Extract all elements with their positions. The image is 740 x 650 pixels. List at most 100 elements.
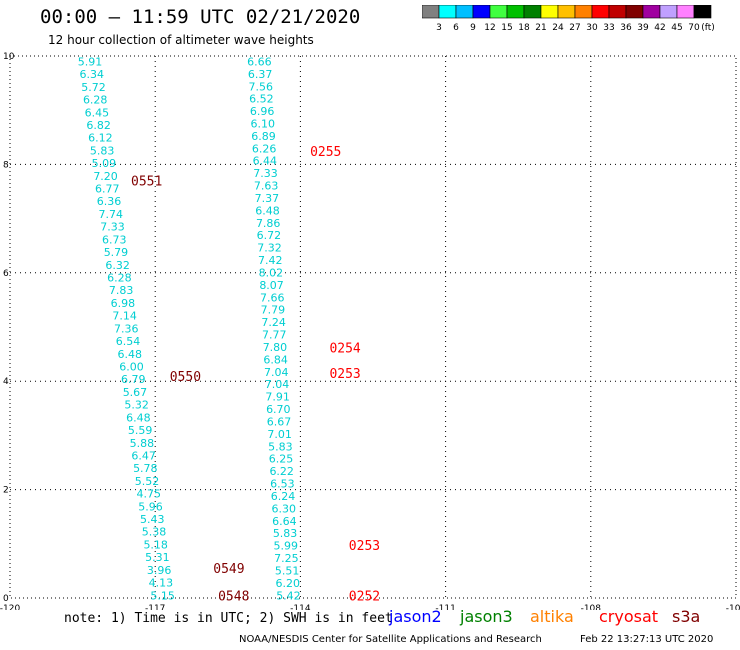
track1-wave-height: 5.32 (124, 399, 149, 412)
track1-wave-height: 6.79 (121, 373, 146, 386)
track1-wave-height: 7.74 (99, 208, 124, 221)
colorbar-label: 3 (436, 23, 442, 33)
track2-wave-height: 6.72 (257, 229, 282, 242)
track1-wave-height: 5.18 (143, 538, 168, 551)
track1-wave-height: 7.83 (109, 284, 134, 297)
lon-tick-label: -117 (145, 604, 165, 610)
track1-wave-height: 6.28 (83, 94, 108, 107)
track2-time-label: 0253 (329, 367, 360, 382)
colorbar-label: 33 (603, 23, 614, 33)
track2-wave-height: 7.66 (260, 291, 285, 304)
track2-wave-height: 5.51 (275, 564, 300, 577)
colorbar-label: 6 (453, 23, 459, 33)
colorbar-swatch (625, 5, 644, 19)
colorbar-swatch (438, 5, 457, 19)
track2-wave-height: 6.70 (266, 403, 291, 416)
colorbar-label: 39 (637, 23, 649, 33)
colorbar-swatch (489, 5, 508, 19)
lon-tick-label: -105 (726, 604, 740, 610)
colorbar-swatch (455, 5, 474, 19)
colorbar-label: 12 (484, 23, 495, 33)
track2-wave-height: 5.83 (268, 440, 293, 453)
track1-wave-height: 7.36 (114, 322, 139, 335)
colorbar-label: 36 (620, 23, 632, 33)
track2-wave-height: 6.24 (271, 490, 296, 503)
track1-wave-height: 6.45 (85, 106, 110, 119)
track2-wave-height: 6.53 (270, 478, 295, 491)
track1-wave-height: 6.47 (131, 449, 156, 462)
track2-wave-height: 7.37 (255, 192, 280, 205)
colorbar-label: 70 (688, 23, 700, 33)
map-frame (9, 55, 737, 599)
track2-wave-height: 5.42 (276, 589, 301, 602)
colorbar-swatch (557, 5, 576, 19)
track1-wave-height: 6.77 (95, 183, 120, 196)
colorbar-label: 21 (535, 23, 546, 33)
track2-wave-height: 7.63 (254, 180, 279, 193)
colorbar-label: 42 (654, 23, 665, 33)
lon-tick-label: -114 (290, 604, 311, 610)
track2-wave-height: 6.10 (251, 117, 276, 130)
track2-wave-height: 6.96 (250, 105, 275, 118)
track1-time-label: 0548 (218, 589, 249, 604)
track2-wave-height: 7.25 (274, 552, 299, 565)
track2-wave-height: 6.30 (271, 502, 296, 515)
track2-wave-height: 6.44 (253, 155, 278, 168)
track1-wave-height: 5.31 (145, 551, 170, 564)
track1-wave-height: 6.28 (107, 272, 132, 285)
track2-wave-height: 7.32 (257, 242, 282, 255)
track1-wave-height: 6.48 (126, 411, 151, 424)
track2-time-label: 0252 (349, 589, 380, 604)
page-title: 00:00 — 11:59 UTC 02/21/2020 (40, 6, 361, 28)
track2-wave-height: 7.33 (253, 167, 278, 180)
colorbar-swatch (574, 5, 593, 19)
colorbar-swatch (540, 5, 559, 19)
color-scale-legend: 3 6 9 12 15 18 21 24 27 30 33 36 39 42 45 70 (ft) (422, 5, 715, 33)
track2-wave-height: 7.86 (256, 217, 280, 230)
legend-jason3: jason3 (460, 607, 513, 626)
track2-wave-height: 8.02 (259, 266, 284, 279)
track2-wave-height: 7.04 (264, 366, 289, 379)
lon-tick-label: -120 (0, 604, 20, 610)
colorbar-swatch (472, 5, 491, 19)
track2-wave-height: 6.67 (267, 415, 292, 428)
lat-tick-label: 0 (3, 594, 9, 604)
colorbar-swatch (642, 5, 661, 19)
track1-wave-height: 6.00 (119, 360, 144, 373)
track1-wave-height: 5.79 (104, 246, 129, 259)
track1-wave-height: 6.32 (105, 259, 130, 272)
footnote: note: 1) Time is in UTC; 2) SWH is in fe… (64, 611, 393, 626)
track2-wave-height: 7.24 (261, 316, 286, 329)
colorbar-label: 9 (470, 23, 476, 33)
track1-wave-height: 6.48 (118, 348, 143, 361)
colorbar-swatch (659, 5, 678, 19)
track1-wave-height: 4.75 (137, 488, 162, 501)
track2-wave-height: 7.04 (265, 378, 290, 391)
track2-wave-height: 6.20 (276, 577, 301, 590)
page-subtitle: 12 hour collection of altimeter wave hei… (48, 33, 314, 47)
colorbar-label: 45 (671, 23, 682, 33)
track1-wave-height: 6.34 (79, 68, 104, 81)
track1-wave-height: 5.52 (135, 475, 160, 488)
track1-time-label: 0551 (131, 175, 162, 190)
track1-wave-height: 4.13 (149, 577, 174, 590)
track2-time-label: 0255 (310, 145, 341, 160)
track2-time-label: 0253 (349, 539, 380, 554)
colorbar-label: 18 (518, 23, 530, 33)
legend-altika: altika (530, 607, 574, 626)
track2-wave-height: 6.66 (247, 55, 272, 68)
colorbar-swatch (608, 5, 627, 19)
track2-wave-height: 5.83 (273, 527, 298, 540)
track1-wave-height: 5.09 (92, 157, 117, 170)
track2-wave-height: 8.07 (259, 279, 284, 292)
track1-wave-height: 5.67 (123, 386, 147, 399)
track2-wave-height: 7.79 (261, 304, 286, 317)
track1-wave-height: 6.54 (116, 335, 141, 348)
track1-wave-height: 3.96 (147, 564, 172, 577)
track1-wave-height: 6.82 (86, 119, 111, 132)
track1-wave-height: 5.15 (150, 589, 175, 602)
legend-cryosat: cryosat (599, 607, 659, 626)
track2-wave-height: 7.91 (265, 391, 290, 404)
track1-wave-height: 5.38 (142, 526, 167, 539)
generated-timestamp: Feb 22 13:27:13 UTC 2020 (580, 634, 714, 645)
